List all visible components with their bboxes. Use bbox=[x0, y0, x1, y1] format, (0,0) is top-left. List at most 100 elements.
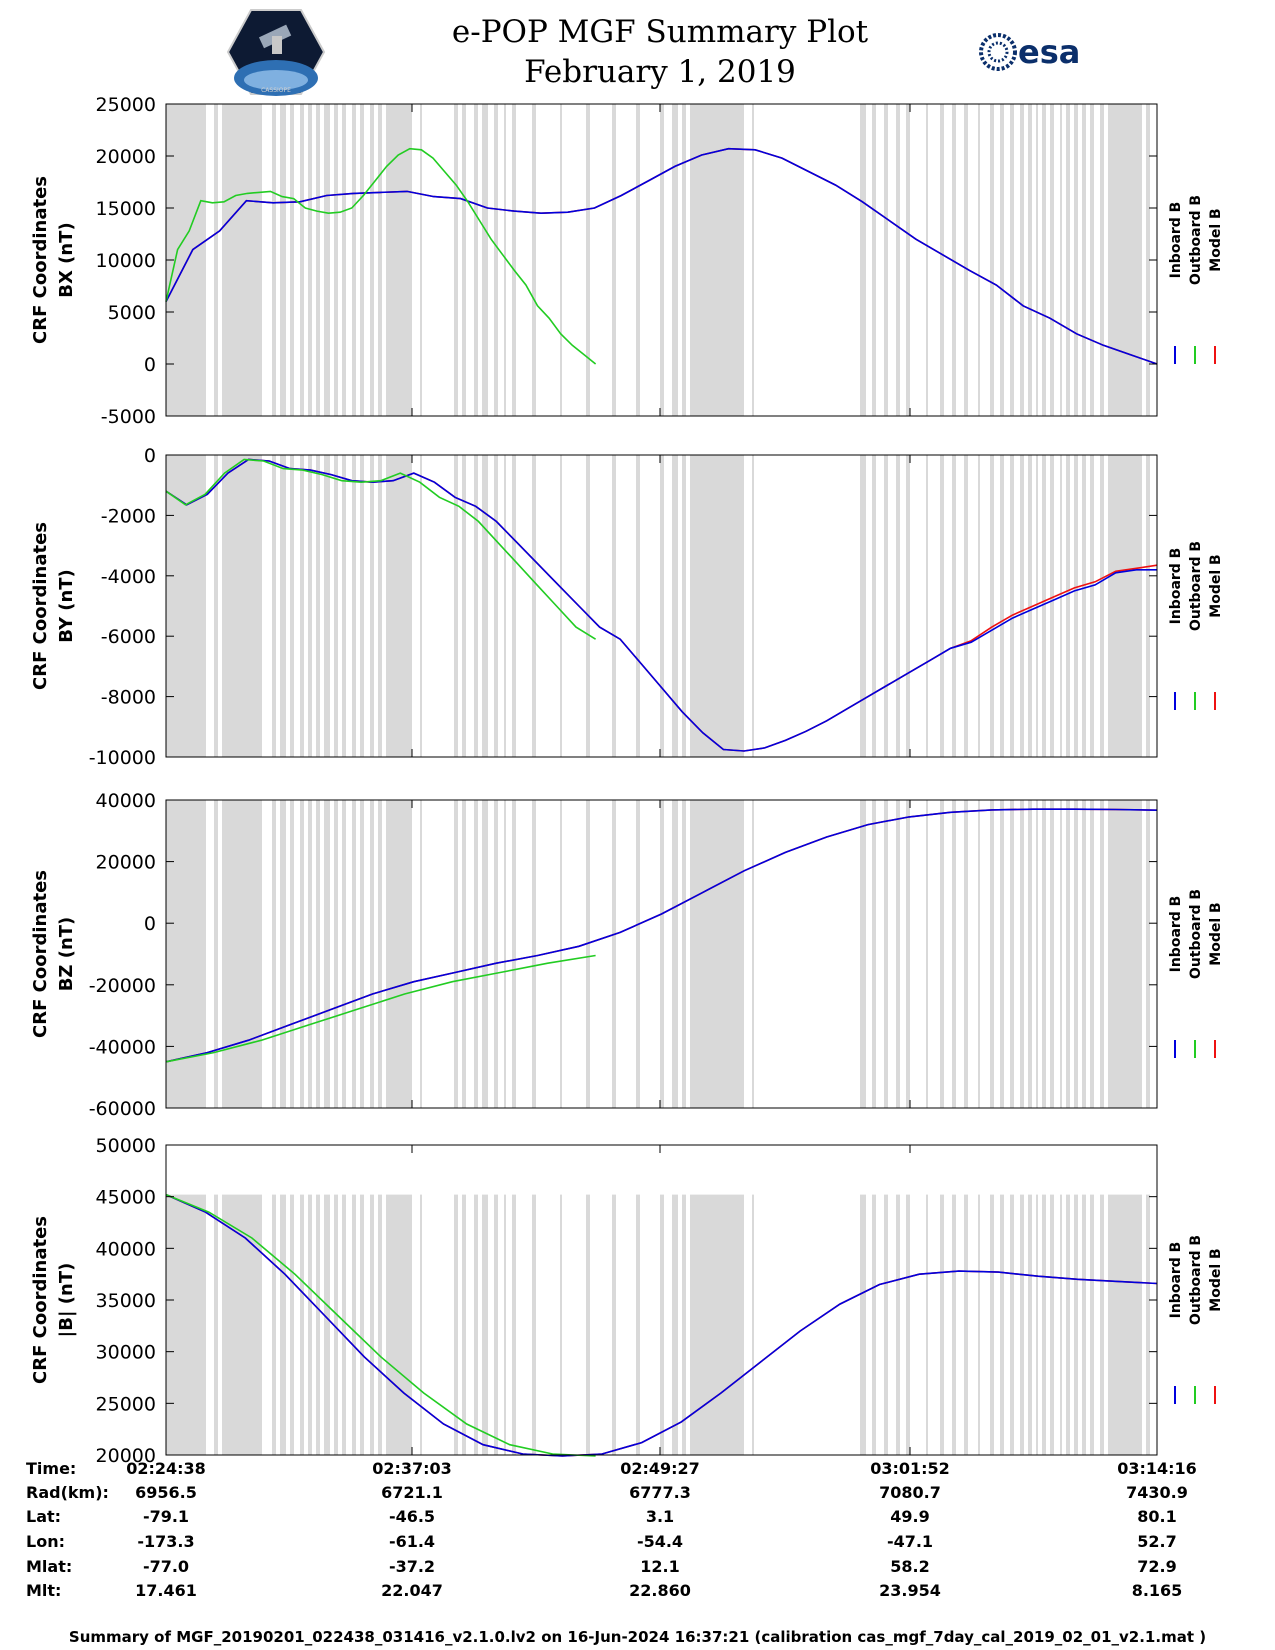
y-tick-label: -6000 bbox=[101, 626, 156, 648]
no-data-band bbox=[1042, 800, 1046, 1108]
table-cell: -46.5 bbox=[388, 1507, 436, 1526]
no-data-band bbox=[940, 104, 944, 416]
no-data-band bbox=[896, 104, 900, 416]
no-data-band bbox=[462, 104, 466, 416]
no-data-band bbox=[1074, 800, 1078, 1108]
no-data-band bbox=[1146, 1194, 1150, 1455]
y-tick-label: 5000 bbox=[108, 302, 156, 324]
no-data-band bbox=[360, 1194, 364, 1455]
plot-title: e-POP MGF Summary Plot bbox=[451, 14, 869, 50]
no-data-band bbox=[342, 800, 346, 1108]
no-data-band bbox=[660, 1194, 664, 1455]
no-data-band bbox=[512, 800, 516, 1108]
no-data-band bbox=[370, 1194, 374, 1455]
y-axis-label: CRF Coordinates bbox=[30, 1216, 51, 1384]
no-data-band bbox=[560, 1194, 562, 1455]
no-data-band bbox=[342, 104, 346, 416]
no-data-band bbox=[940, 455, 944, 757]
no-data-band bbox=[672, 1194, 678, 1455]
table-cell: 22.860 bbox=[629, 1581, 691, 1600]
no-data-band bbox=[1028, 455, 1032, 757]
no-data-band bbox=[214, 1194, 218, 1455]
no-data-band bbox=[494, 800, 498, 1108]
no-data-band bbox=[370, 104, 374, 416]
no-data-band bbox=[682, 1194, 686, 1455]
no-data-band bbox=[1010, 104, 1014, 416]
no-data-band bbox=[1050, 104, 1054, 416]
panel-1: 25000 20000 15000 10000 5000 0 -5000 CRF Coordi… bbox=[30, 94, 1224, 428]
no-data-band bbox=[494, 1194, 498, 1455]
no-data-band bbox=[1010, 455, 1014, 757]
table-cell: 02:37:03 bbox=[372, 1459, 452, 1478]
no-data-band bbox=[660, 104, 664, 416]
no-data-band bbox=[978, 800, 980, 1108]
esa-logo-text: esa bbox=[1018, 33, 1080, 71]
panel-2: 0 -2000 -4000 -6000 -8000 -10000 CRF Coordinat… bbox=[30, 445, 1224, 769]
no-data-band bbox=[272, 800, 276, 1108]
no-data-band bbox=[360, 104, 364, 416]
no-data-band bbox=[1020, 1194, 1024, 1455]
no-data-band bbox=[420, 104, 422, 416]
legend-label: Model B bbox=[1208, 902, 1224, 965]
no-data-band bbox=[316, 104, 320, 416]
no-data-band bbox=[1050, 455, 1054, 757]
table-cell: 72.9 bbox=[1137, 1557, 1177, 1576]
legend-label: Inboard B bbox=[1168, 1242, 1184, 1319]
y-tick-label: 20000 bbox=[96, 852, 156, 874]
no-data-band bbox=[482, 800, 488, 1108]
y-tick-label: 0 bbox=[144, 354, 156, 376]
table-cell: 49.9 bbox=[890, 1507, 930, 1526]
no-data-band bbox=[990, 104, 994, 416]
no-data-band bbox=[352, 104, 356, 416]
no-data-band bbox=[906, 104, 910, 416]
no-data-band bbox=[1050, 1194, 1054, 1455]
no-data-band bbox=[586, 104, 590, 416]
no-data-band bbox=[884, 104, 888, 416]
panel-4: 50000 45000 40000 35000 30000 25000 20000 CRF C… bbox=[30, 1135, 1224, 1467]
no-data-band bbox=[896, 800, 900, 1108]
y-tick-label: 30000 bbox=[96, 1342, 156, 1364]
cassiope-logo-text: CASSIOPE bbox=[261, 87, 291, 94]
no-data-band bbox=[222, 104, 262, 416]
no-data-band bbox=[222, 455, 262, 757]
no-data-band bbox=[352, 455, 356, 757]
no-data-band bbox=[1000, 104, 1004, 416]
no-data-band bbox=[612, 455, 616, 757]
no-data-band bbox=[300, 1194, 304, 1455]
no-data-band bbox=[682, 455, 686, 757]
no-data-band bbox=[952, 800, 956, 1108]
no-data-band bbox=[964, 104, 968, 416]
no-data-band bbox=[300, 800, 304, 1108]
no-data-band bbox=[1028, 104, 1032, 416]
no-data-band bbox=[290, 800, 294, 1108]
no-data-band bbox=[272, 1194, 276, 1455]
no-data-band bbox=[280, 455, 286, 757]
no-data-band bbox=[1108, 800, 1142, 1108]
no-data-band bbox=[462, 455, 466, 757]
table-cell: 6777.3 bbox=[629, 1483, 691, 1502]
series-line-inboard-b bbox=[165, 458, 1157, 752]
no-data-band bbox=[342, 455, 346, 757]
table-cell: 6956.5 bbox=[135, 1483, 197, 1502]
no-data-band bbox=[612, 104, 616, 416]
no-data-band bbox=[420, 455, 422, 757]
no-data-band bbox=[1082, 800, 1086, 1108]
no-data-band bbox=[586, 1194, 590, 1455]
y-axis-label: BZ (nT) bbox=[56, 917, 77, 992]
y-tick-label: 20000 bbox=[96, 1445, 156, 1467]
table-cell: -47.1 bbox=[886, 1532, 934, 1551]
y-tick-label: 10000 bbox=[96, 250, 156, 272]
table-cell: -54.4 bbox=[636, 1532, 684, 1551]
no-data-band bbox=[872, 1194, 876, 1455]
table-cell: 58.2 bbox=[890, 1557, 930, 1576]
no-data-band bbox=[1090, 455, 1094, 757]
no-data-band bbox=[474, 104, 478, 416]
no-data-band bbox=[504, 104, 506, 416]
no-data-band bbox=[1066, 104, 1070, 416]
no-data-band bbox=[1036, 104, 1038, 416]
no-data-band bbox=[324, 1194, 330, 1455]
no-data-band bbox=[342, 1194, 346, 1455]
no-data-band bbox=[532, 800, 536, 1108]
no-data-band bbox=[474, 1194, 478, 1455]
table-cell: 6721.1 bbox=[381, 1483, 443, 1502]
